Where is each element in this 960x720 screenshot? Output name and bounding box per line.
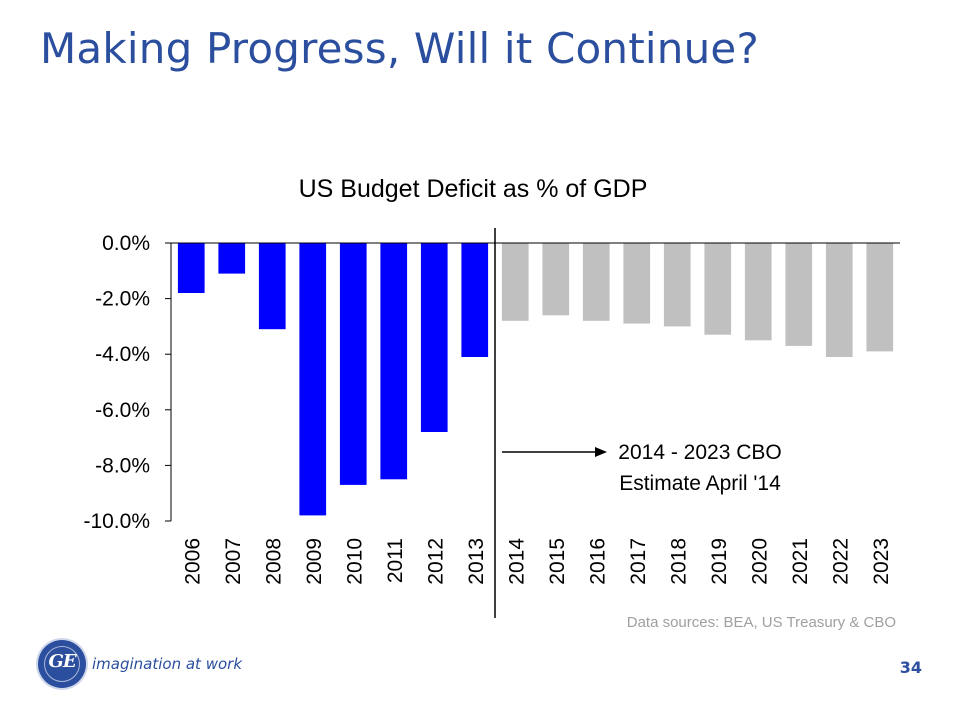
x-label-2021: 2021 (789, 538, 812, 585)
x-label-2008: 2008 (262, 538, 285, 585)
x-label-2007: 2007 (222, 538, 245, 585)
y-tick-label: -6.0% (95, 399, 150, 422)
x-label-2020: 2020 (748, 538, 771, 585)
bar-2022 (825, 243, 853, 357)
ge-logo: GE (38, 640, 86, 688)
y-tick-label: -2.0% (95, 288, 150, 311)
annotation-line-2: Estimate April '14 (619, 472, 781, 495)
bar-2014 (501, 243, 529, 321)
y-tick-label: -8.0% (95, 454, 150, 477)
bar-2023 (866, 243, 894, 352)
bar-2016 (582, 243, 610, 321)
x-label-2011: 2011 (384, 538, 407, 583)
x-label-2013: 2013 (465, 538, 488, 585)
bar-2020 (744, 243, 772, 341)
slide-title: Making Progress, Will it Continue? (40, 24, 759, 73)
ge-logo-ring (44, 646, 80, 682)
bar-2009 (299, 243, 327, 516)
x-label-2023: 2023 (870, 538, 893, 585)
x-label-2009: 2009 (303, 538, 326, 585)
bar-2012 (420, 243, 448, 432)
x-label-2022: 2022 (829, 538, 852, 585)
bar-2018 (663, 243, 691, 327)
data-source-note: Data sources: BEA, US Treasury & CBO (627, 614, 896, 631)
x-label-2012: 2012 (424, 538, 447, 585)
y-tick-label: 0.0% (102, 232, 150, 255)
annotation-line-1: 2014 - 2023 CBO (618, 441, 781, 464)
page-number: 34 (899, 658, 922, 677)
bar-2019 (704, 243, 732, 335)
ge-logo-text: GE (48, 651, 76, 672)
y-tick-label: -4.0% (95, 343, 150, 366)
x-label-2010: 2010 (343, 538, 366, 585)
x-label-2006: 2006 (181, 538, 204, 585)
annotation: 2014 - 2023 CBO Estimate April '14 (502, 441, 782, 495)
tagline: imagination at work (92, 655, 242, 673)
bar-2013 (461, 243, 489, 357)
chart-title: US Budget Deficit as % of GDP (299, 175, 648, 203)
x-label-2018: 2018 (667, 538, 690, 585)
x-label-2015: 2015 (546, 538, 569, 585)
bar-2015 (542, 243, 570, 316)
bar-2008 (258, 243, 286, 330)
bar-2021 (785, 243, 813, 346)
bar-2007 (218, 243, 246, 274)
x-label-2014: 2014 (505, 538, 528, 585)
y-tick-label: -10.0% (83, 510, 150, 533)
x-label-2019: 2019 (708, 538, 731, 585)
bar-2010 (339, 243, 367, 485)
x-label-2017: 2017 (627, 538, 650, 585)
annotation-arrow-head (595, 447, 607, 457)
bar-2011 (380, 243, 408, 480)
bar-2017 (623, 243, 651, 324)
x-label-2016: 2016 (586, 538, 609, 585)
bar-2006 (177, 243, 205, 293)
